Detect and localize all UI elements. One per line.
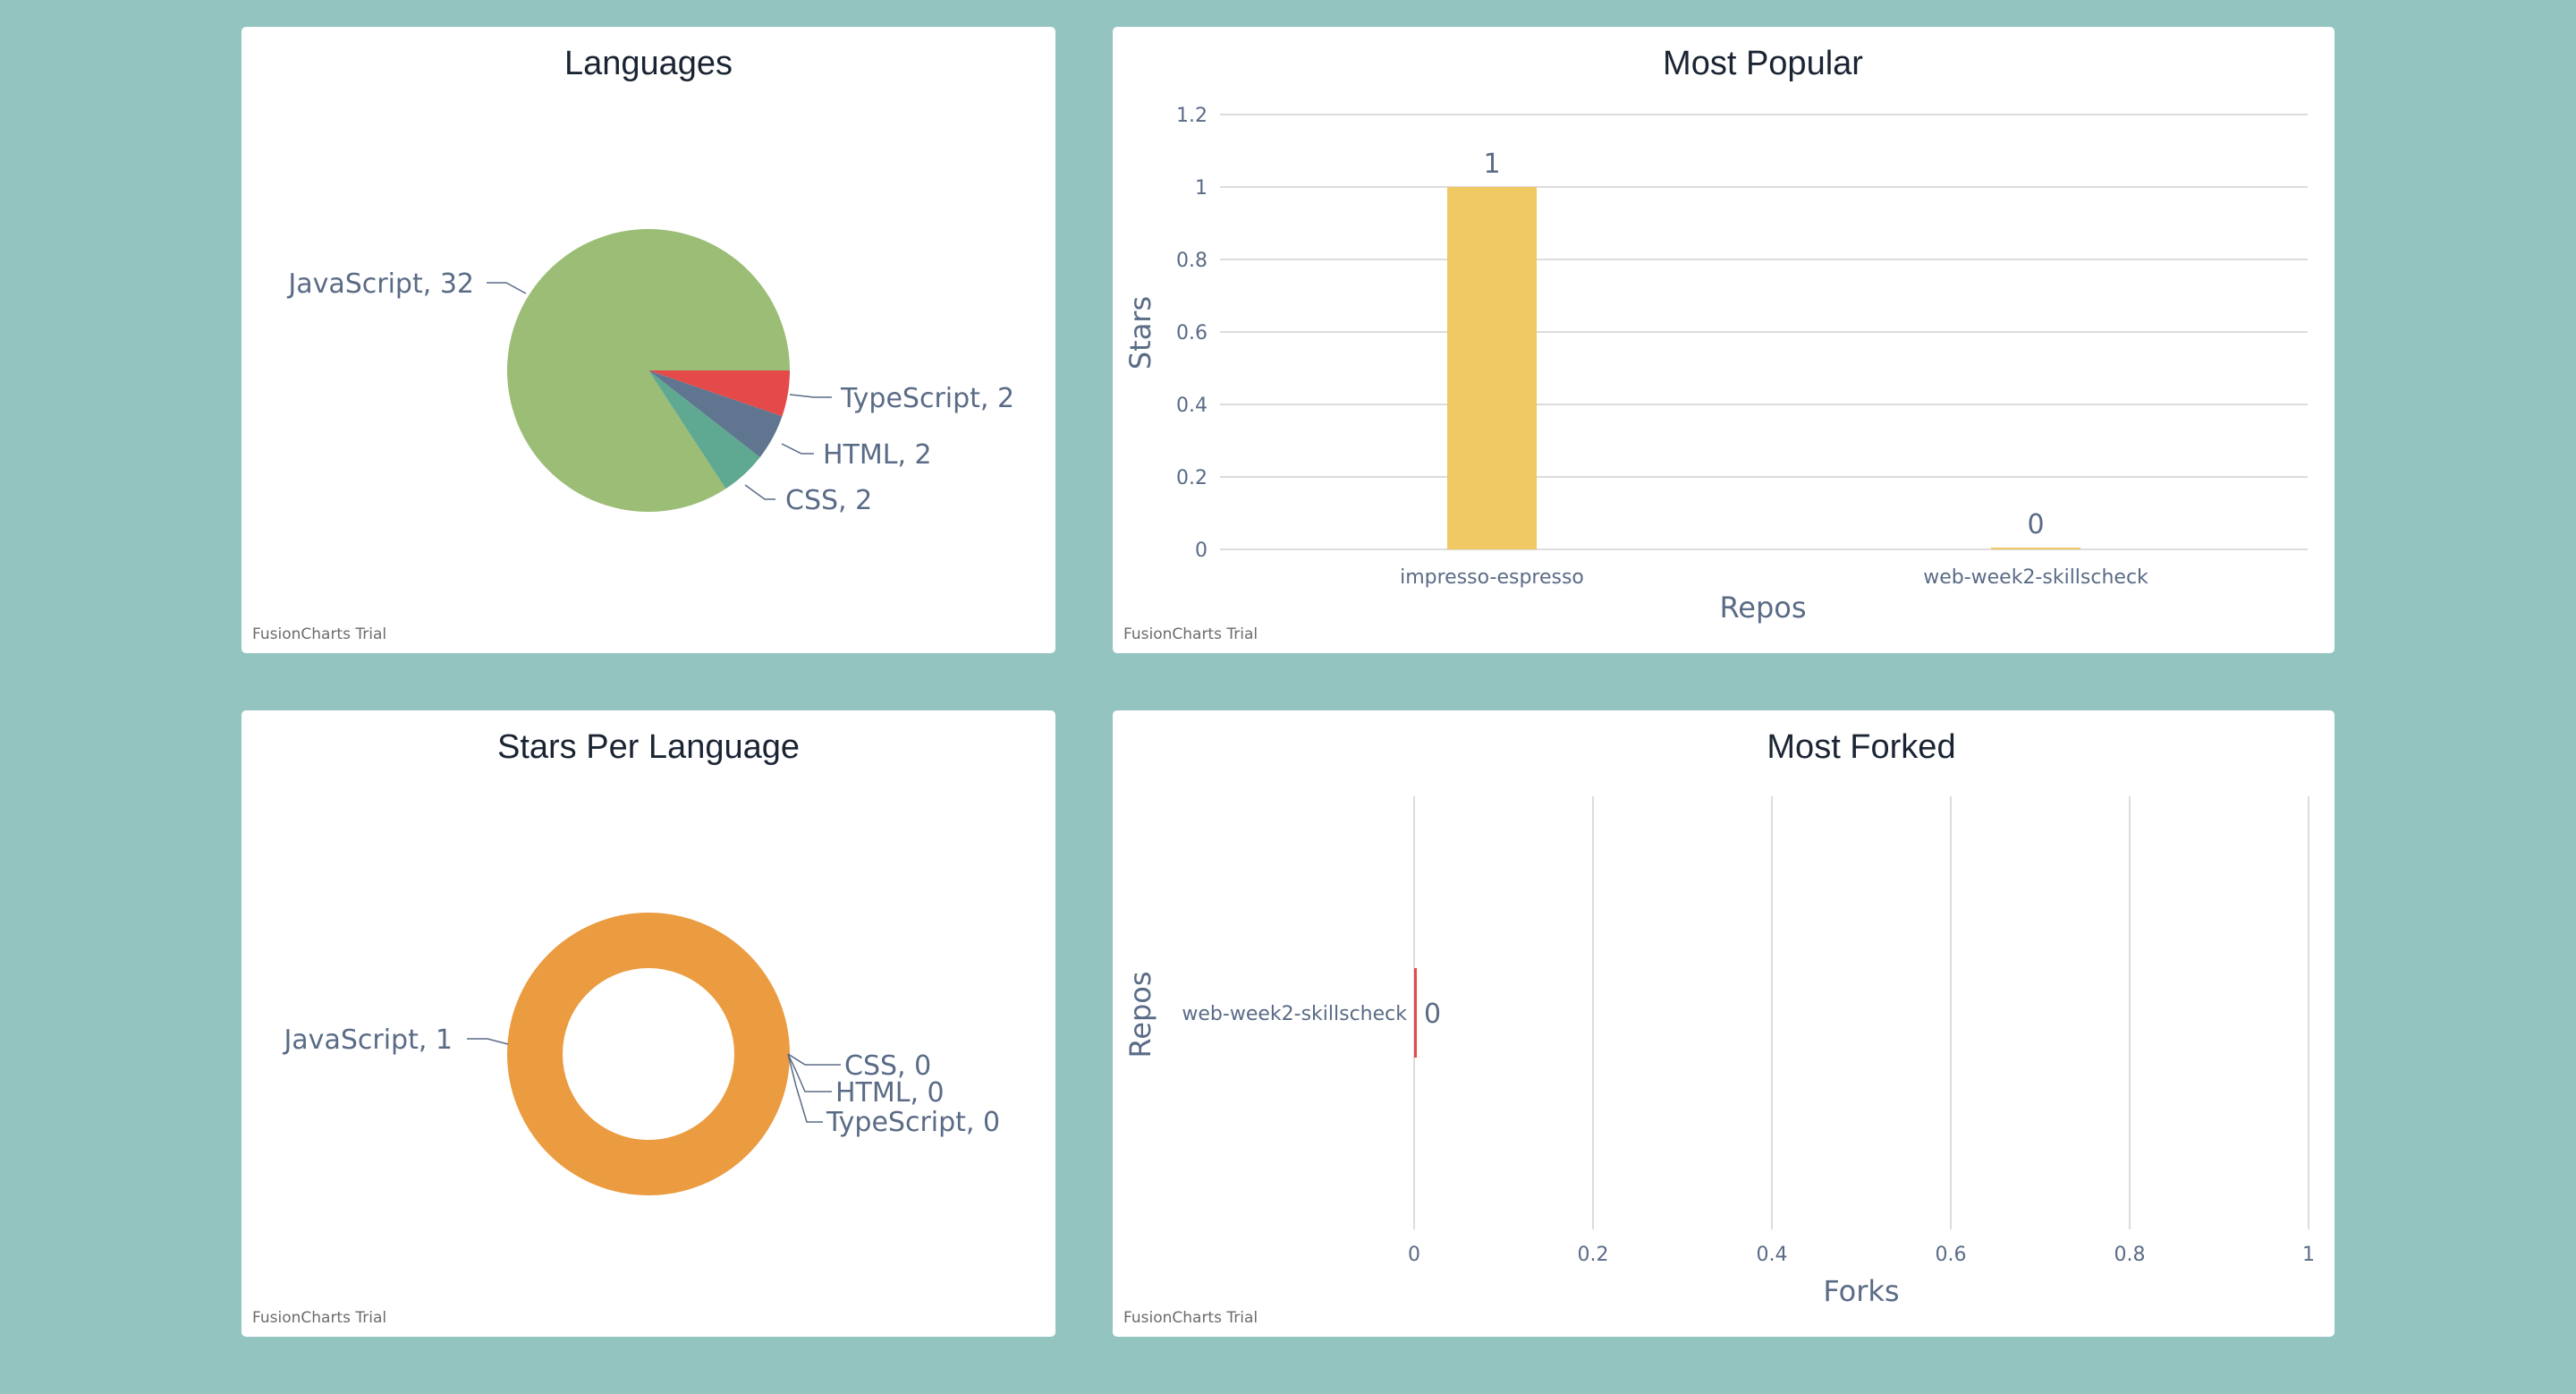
- leader-line: [487, 282, 527, 294]
- trial-watermark: FusionCharts Trial: [1123, 1309, 1258, 1327]
- x-tick-label: 0.6: [1936, 1244, 1967, 1266]
- most-forked-chart-card: Most Forked 0 0.2 0.4 0.6 0.8 1 web-week2-ski…: [1113, 710, 2334, 1337]
- leader-line: [781, 443, 814, 455]
- stars-per-language-chart-card: Stars Per Language JavaScript, 1 CSS, 0 …: [242, 710, 1055, 1337]
- languages-chart: Languages JavaScript, 32 TypeScript, 2 H…: [252, 45, 1014, 643]
- donut-slice-javascript[interactable]: [507, 913, 790, 1195]
- chart-title: Stars Per Language: [497, 728, 800, 766]
- x-tick-label: 0.8: [2114, 1244, 2146, 1266]
- most-forked-chart: Most Forked 0 0.2 0.4 0.6 0.8 1 web-week2-ski…: [1123, 728, 2315, 1327]
- y-tick-label: web-week2-skillscheck: [1182, 1003, 1407, 1025]
- chart-title: Languages: [564, 45, 733, 82]
- chart-title: Most Popular: [1663, 45, 1863, 82]
- slice-label-css: CSS, 2: [785, 485, 872, 516]
- trial-watermark: FusionCharts Trial: [1123, 625, 1258, 643]
- most-popular-chart: Most Popular 0 0.2 0.4 0.6 0.8 1 1.2 1 impresso…: [1123, 45, 2308, 643]
- leader-line: [787, 1053, 832, 1092]
- pie-slice-javascript[interactable]: [507, 228, 790, 512]
- y-tick-label: 0: [1195, 540, 1208, 562]
- pie-slice-typescript[interactable]: [648, 370, 790, 417]
- trial-watermark: FusionCharts Trial: [252, 1309, 386, 1327]
- slice-label-javascript: JavaScript, 32: [286, 268, 474, 300]
- x-tick-label: impresso-espresso: [1400, 566, 1584, 589]
- leader-line: [744, 484, 775, 500]
- y-axis-label: Stars: [1123, 296, 1157, 370]
- y-axis-label: Repos: [1123, 971, 1157, 1058]
- pie-slice-html[interactable]: [648, 370, 783, 458]
- y-tick-label: 0.4: [1176, 395, 1208, 417]
- x-tick-label: 0.2: [1578, 1244, 1609, 1266]
- data-label: 1: [1483, 149, 1500, 180]
- y-tick-label: 0.8: [1176, 250, 1208, 272]
- x-axis-label: Repos: [1719, 591, 1806, 625]
- pie-slice-css[interactable]: [648, 370, 760, 489]
- leader-line: [787, 1053, 823, 1123]
- x-axis-label: Forks: [1823, 1274, 1899, 1308]
- slice-label-typescript: TypeScript, 2: [840, 383, 1014, 414]
- x-tick-label: 0.4: [1757, 1244, 1788, 1266]
- trial-watermark: FusionCharts Trial: [252, 625, 386, 643]
- slice-label-html: HTML, 0: [835, 1077, 945, 1109]
- y-tick-label: 1.2: [1176, 105, 1208, 127]
- languages-chart-card: Languages JavaScript, 32 TypeScript, 2 H…: [242, 27, 1055, 653]
- x-tick-label: web-week2-skillscheck: [1923, 566, 2148, 589]
- bar-web-week2-skillscheck[interactable]: [1414, 968, 1417, 1058]
- x-tick-label: 1: [2302, 1244, 2315, 1266]
- slice-label-typescript: TypeScript, 0: [826, 1107, 1000, 1138]
- bar-impresso-espresso[interactable]: [1447, 187, 1537, 549]
- bar-web-week2-skillscheck[interactable]: [1991, 548, 2080, 549]
- leader-line: [787, 1053, 841, 1066]
- stars-per-language-chart: Stars Per Language JavaScript, 1 CSS, 0 …: [252, 728, 1000, 1327]
- leader-line: [789, 394, 832, 398]
- leader-line: [467, 1038, 509, 1045]
- most-popular-chart-card: Most Popular 0 0.2 0.4 0.6 0.8 1 1.2 1 impresso…: [1113, 27, 2334, 653]
- slice-label-html: HTML, 2: [823, 439, 932, 471]
- x-tick-label: 0: [1408, 1244, 1420, 1266]
- y-tick-label: 0.2: [1176, 467, 1208, 489]
- y-tick-label: 1: [1195, 177, 1208, 200]
- data-label: 0: [2027, 509, 2044, 540]
- chart-title: Most Forked: [1767, 728, 1955, 766]
- slice-label-javascript: JavaScript, 1: [282, 1024, 453, 1056]
- slice-label-css: CSS, 0: [844, 1050, 931, 1082]
- data-label: 0: [1424, 999, 1441, 1030]
- y-tick-label: 0.6: [1176, 322, 1208, 344]
